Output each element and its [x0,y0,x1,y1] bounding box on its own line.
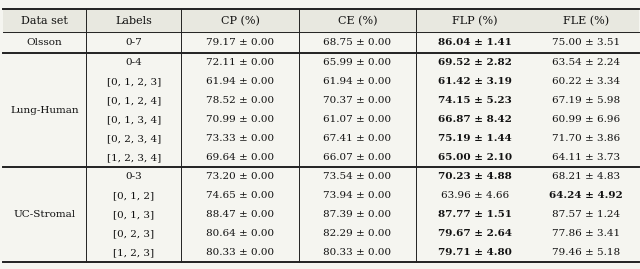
Text: FLP (%): FLP (%) [452,16,498,26]
Text: Data set: Data set [21,16,68,26]
Text: FLE (%): FLE (%) [563,16,609,26]
Text: 0-7: 0-7 [125,38,142,47]
Text: 0-3: 0-3 [125,172,142,181]
Text: 69.52 ± 2.82: 69.52 ± 2.82 [438,58,512,67]
Text: 61.07 ± 0.00: 61.07 ± 0.00 [323,115,392,124]
Text: 74.65 ± 0.00: 74.65 ± 0.00 [206,191,274,200]
Text: 73.20 ± 0.00: 73.20 ± 0.00 [206,172,274,181]
Text: 87.77 ± 1.51: 87.77 ± 1.51 [438,210,512,219]
Bar [3,9,639,32]
Text: 87.39 ± 0.00: 87.39 ± 0.00 [323,210,392,219]
Text: 70.37 ± 0.00: 70.37 ± 0.00 [323,96,392,105]
Text: 75.19 ± 1.44: 75.19 ± 1.44 [438,134,512,143]
Text: Lung-Human: Lung-Human [10,105,79,115]
Text: 86.04 ± 1.41: 86.04 ± 1.41 [438,38,512,47]
Text: Olsson: Olsson [27,38,63,47]
Text: 88.47 ± 0.00: 88.47 ± 0.00 [206,210,274,219]
Text: [1, 2, 3]: [1, 2, 3] [113,248,154,257]
Text: [0, 1, 2, 3]: [0, 1, 2, 3] [106,77,161,86]
Text: 64.24 ± 4.92: 64.24 ± 4.92 [549,191,623,200]
Text: 61.94 ± 0.00: 61.94 ± 0.00 [323,77,392,86]
Text: [0, 1, 2, 4]: [0, 1, 2, 4] [106,96,161,105]
Text: [1, 2, 3, 4]: [1, 2, 3, 4] [106,153,161,162]
Text: 65.99 ± 0.00: 65.99 ± 0.00 [323,58,392,67]
Text: 70.99 ± 0.00: 70.99 ± 0.00 [206,115,274,124]
Text: 68.21 ± 4.83: 68.21 ± 4.83 [552,172,620,181]
Text: 63.54 ± 2.24: 63.54 ± 2.24 [552,58,620,67]
Text: 68.75 ± 0.00: 68.75 ± 0.00 [323,38,392,47]
Text: 87.57 ± 1.24: 87.57 ± 1.24 [552,210,620,219]
Text: 61.94 ± 0.00: 61.94 ± 0.00 [206,77,274,86]
Text: 74.15 ± 5.23: 74.15 ± 5.23 [438,96,512,105]
Text: 65.00 ± 2.10: 65.00 ± 2.10 [438,153,512,162]
Text: 67.41 ± 0.00: 67.41 ± 0.00 [323,134,392,143]
Text: 60.99 ± 6.96: 60.99 ± 6.96 [552,115,620,124]
Text: Labels: Labels [115,16,152,26]
Text: 0-4: 0-4 [125,58,142,67]
Text: 64.11 ± 3.73: 64.11 ± 3.73 [552,153,620,162]
Text: 77.86 ± 3.41: 77.86 ± 3.41 [552,229,620,238]
Text: 73.54 ± 0.00: 73.54 ± 0.00 [323,172,392,181]
Text: 79.46 ± 5.18: 79.46 ± 5.18 [552,248,620,257]
Text: 72.11 ± 0.00: 72.11 ± 0.00 [206,58,274,67]
Text: [0, 2, 3, 4]: [0, 2, 3, 4] [106,134,161,143]
Text: 80.64 ± 0.00: 80.64 ± 0.00 [206,229,274,238]
Text: 73.33 ± 0.00: 73.33 ± 0.00 [206,134,274,143]
Text: 73.94 ± 0.00: 73.94 ± 0.00 [323,191,392,200]
Text: 61.42 ± 3.19: 61.42 ± 3.19 [438,77,512,86]
Text: 67.19 ± 5.98: 67.19 ± 5.98 [552,96,620,105]
Text: 78.52 ± 0.00: 78.52 ± 0.00 [206,96,274,105]
Text: 60.22 ± 3.34: 60.22 ± 3.34 [552,77,620,86]
Text: 82.29 ± 0.00: 82.29 ± 0.00 [323,229,392,238]
Text: UC-Stromal: UC-Stromal [13,210,76,219]
Text: 66.87 ± 8.42: 66.87 ± 8.42 [438,115,512,124]
Text: 80.33 ± 0.00: 80.33 ± 0.00 [323,248,392,257]
Text: 66.07 ± 0.00: 66.07 ± 0.00 [323,153,392,162]
Text: 79.17 ± 0.00: 79.17 ± 0.00 [206,38,274,47]
Text: 69.64 ± 0.00: 69.64 ± 0.00 [206,153,274,162]
Text: [0, 2, 3]: [0, 2, 3] [113,229,154,238]
Text: [0, 1, 2]: [0, 1, 2] [113,191,154,200]
Text: 63.96 ± 4.66: 63.96 ± 4.66 [441,191,509,200]
Text: 71.70 ± 3.86: 71.70 ± 3.86 [552,134,620,143]
Text: 70.23 ± 4.88: 70.23 ± 4.88 [438,172,512,181]
Text: [0, 1, 3, 4]: [0, 1, 3, 4] [106,115,161,124]
Text: CP (%): CP (%) [221,16,259,26]
Text: [0, 1, 3]: [0, 1, 3] [113,210,154,219]
Text: 79.67 ± 2.64: 79.67 ± 2.64 [438,229,512,238]
Text: 75.00 ± 3.51: 75.00 ± 3.51 [552,38,620,47]
Text: 80.33 ± 0.00: 80.33 ± 0.00 [206,248,274,257]
Text: CE (%): CE (%) [338,16,378,26]
Text: 79.71 ± 4.80: 79.71 ± 4.80 [438,248,512,257]
